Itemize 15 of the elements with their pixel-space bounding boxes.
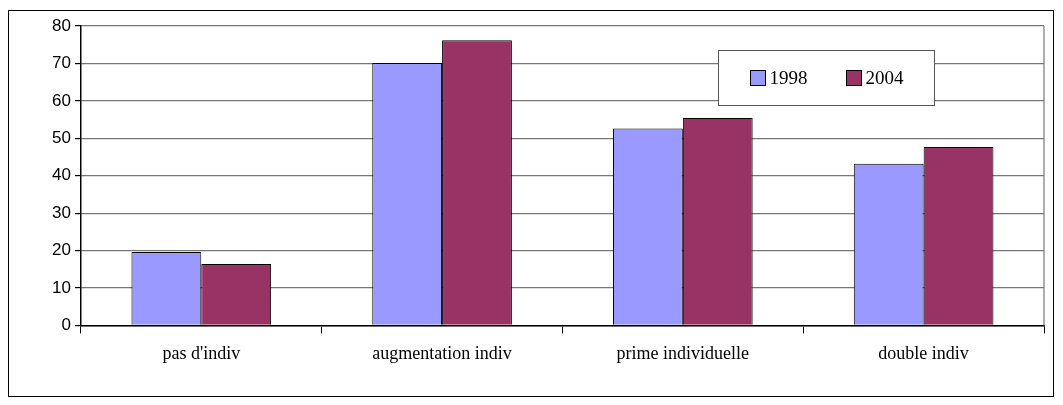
legend-label: 2004	[865, 67, 904, 89]
y-tick-label: 70	[51, 53, 71, 73]
legend-label: 1998	[769, 67, 808, 89]
x-tick-label: double indiv	[878, 342, 969, 363]
x-tick-label: pas d'indiv	[162, 342, 241, 363]
y-tick-label: 60	[51, 90, 71, 110]
y-tick-label: 30	[51, 202, 71, 222]
y-tick-label: 0	[61, 315, 71, 335]
x-tick-label: prime individuelle	[616, 342, 750, 363]
y-tick-label: 40	[51, 165, 71, 185]
y-tick-label: 20	[51, 240, 71, 260]
x-tick-label: augmentation indiv	[372, 342, 512, 363]
y-tick-label: 10	[51, 277, 71, 297]
y-tick-label: 80	[51, 15, 71, 35]
y-tick-label: 50	[51, 127, 71, 147]
